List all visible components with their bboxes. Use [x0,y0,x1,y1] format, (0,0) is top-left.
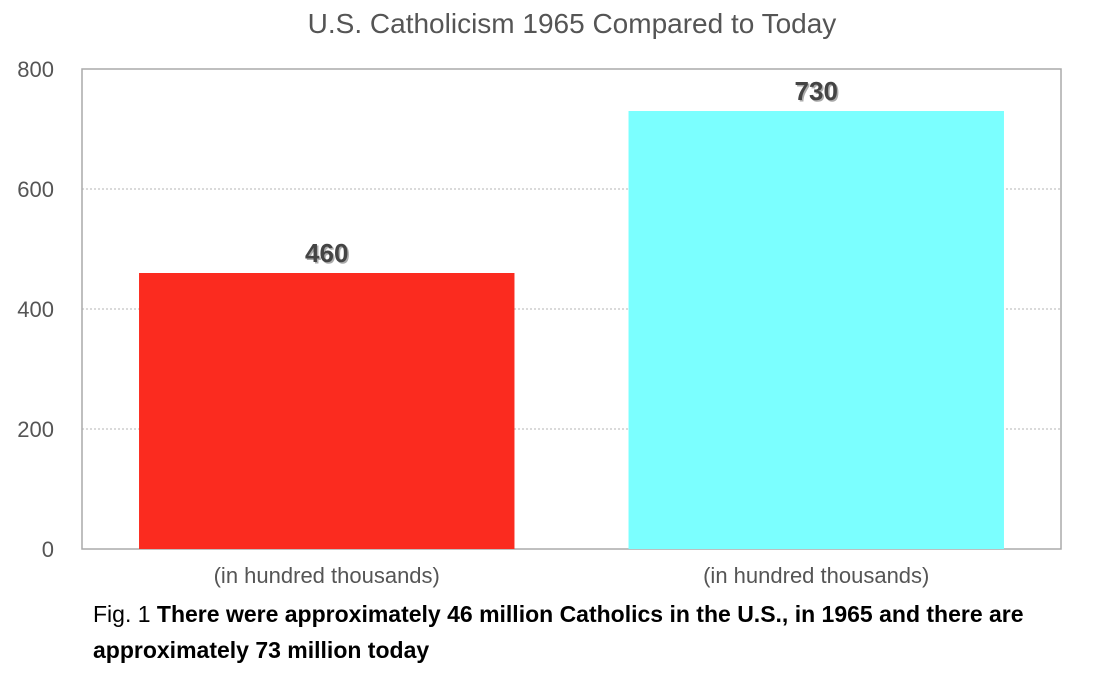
data-label-shadow: 460 [307,240,350,270]
gridlines [82,188,1061,430]
plot-frame [81,68,1062,550]
x-axis-categories: (in hundred thousands) (in hundred thousa… [214,563,930,588]
data-label: 730 [795,76,838,106]
y-tick-label: 800 [17,57,54,82]
y-tick-label: 200 [17,417,54,442]
figure-caption: Fig. 1 There were approximately 46 milli… [93,596,1073,668]
x-category-label: (in hundred thousands) [703,563,929,588]
bar-chart: U.S. Catholicism 1965 Compared to Today … [17,8,1062,588]
caption-fig-number: Fig. 1 [93,601,151,627]
y-tick-label: 600 [17,177,54,202]
bars [139,111,1004,549]
caption-text: There were approximately 46 million Cath… [93,601,1024,663]
y-tick-label: 400 [17,297,54,322]
y-axis-ticks: 0 200 400 600 800 [17,57,54,562]
x-category-label: (in hundred thousands) [214,563,440,588]
bar [139,273,515,549]
bar [628,111,1004,549]
data-label: 460 [305,238,348,268]
data-label-shadow: 730 [796,78,839,108]
chart-title: U.S. Catholicism 1965 Compared to Today [308,8,837,39]
y-tick-label: 0 [42,537,54,562]
